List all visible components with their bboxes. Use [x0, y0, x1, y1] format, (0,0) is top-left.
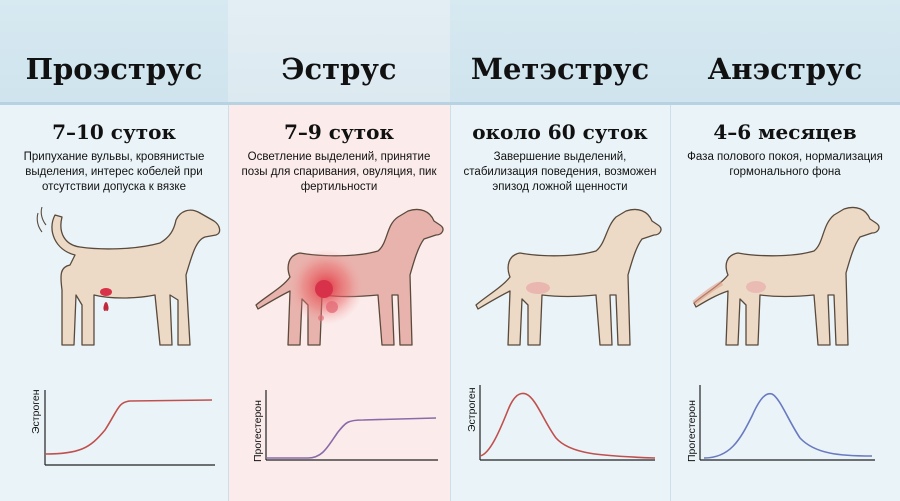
dog-illustration	[692, 206, 880, 346]
hormone-chart: Эстроген	[450, 380, 670, 475]
dog-illustration	[255, 208, 444, 346]
chart-axis-label: Эстроген	[30, 389, 42, 434]
dog-illustration	[36, 206, 221, 346]
chart-axis-label: Прогестерон	[252, 400, 264, 462]
phase-column-anestrus: Анэструс 4–6 месяцев Фаза полового покоя…	[670, 0, 900, 501]
phase-title: Эструс	[281, 52, 397, 86]
hormone-curve	[479, 392, 656, 459]
phase-description: Припухание вульвы, кровянистые выделения…	[23, 151, 205, 193]
hormone-curve	[44, 399, 213, 455]
chart-axis-label: Эстроген	[466, 387, 478, 432]
phase-duration: 7–10 суток	[52, 120, 176, 144]
blood-drop-icon	[100, 288, 112, 296]
dog-illustration	[475, 208, 662, 346]
phase-title: Проэструс	[25, 52, 203, 86]
phase-column-estrus: Эструс 7–9 суток Осветление выделений, п…	[228, 0, 450, 501]
column-divider	[450, 105, 451, 501]
header-band	[0, 0, 900, 105]
phase-column-proestrus: Проэструс 7–10 суток Припухание вульвы, …	[0, 0, 228, 501]
chart-axis-label: Прогестерон	[686, 400, 698, 462]
phase-description: Завершение выделений, стабилизация повед…	[463, 151, 657, 193]
hormone-chart: Прогестерон	[228, 380, 450, 475]
phase-description: Осветление выделений, принятие позы для …	[241, 151, 437, 193]
phase-duration: 7–9 суток	[284, 120, 394, 144]
phase-column-metestrus: Метэструс около 60 суток Завершение выде…	[450, 0, 670, 501]
phase-duration: около 60 суток	[472, 120, 648, 144]
hormone-curve	[266, 417, 437, 459]
hormone-chart: Эстроген	[0, 380, 228, 475]
column-divider	[670, 105, 671, 501]
hormone-curve	[703, 392, 873, 459]
hormone-chart: Прогестерон	[670, 380, 900, 475]
phase-description: Фаза полового покоя, нормализация гормон…	[687, 151, 883, 178]
phase-title: Метэструс	[470, 52, 650, 86]
phase-title: Анэструс	[707, 52, 863, 86]
phase-duration: 4–6 месяцев	[713, 120, 857, 144]
column-divider	[228, 105, 229, 501]
